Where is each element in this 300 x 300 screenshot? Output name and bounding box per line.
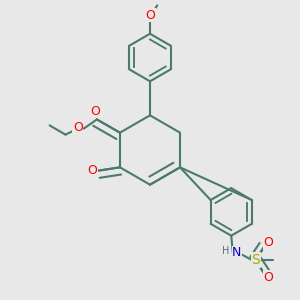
Text: O: O bbox=[88, 164, 98, 177]
Text: S: S bbox=[252, 253, 260, 267]
Text: N: N bbox=[232, 246, 242, 260]
Text: O: O bbox=[90, 105, 100, 118]
Text: O: O bbox=[73, 121, 82, 134]
Text: O: O bbox=[145, 9, 155, 22]
Text: O: O bbox=[264, 271, 274, 284]
Text: O: O bbox=[264, 236, 274, 250]
Text: H: H bbox=[222, 246, 229, 256]
